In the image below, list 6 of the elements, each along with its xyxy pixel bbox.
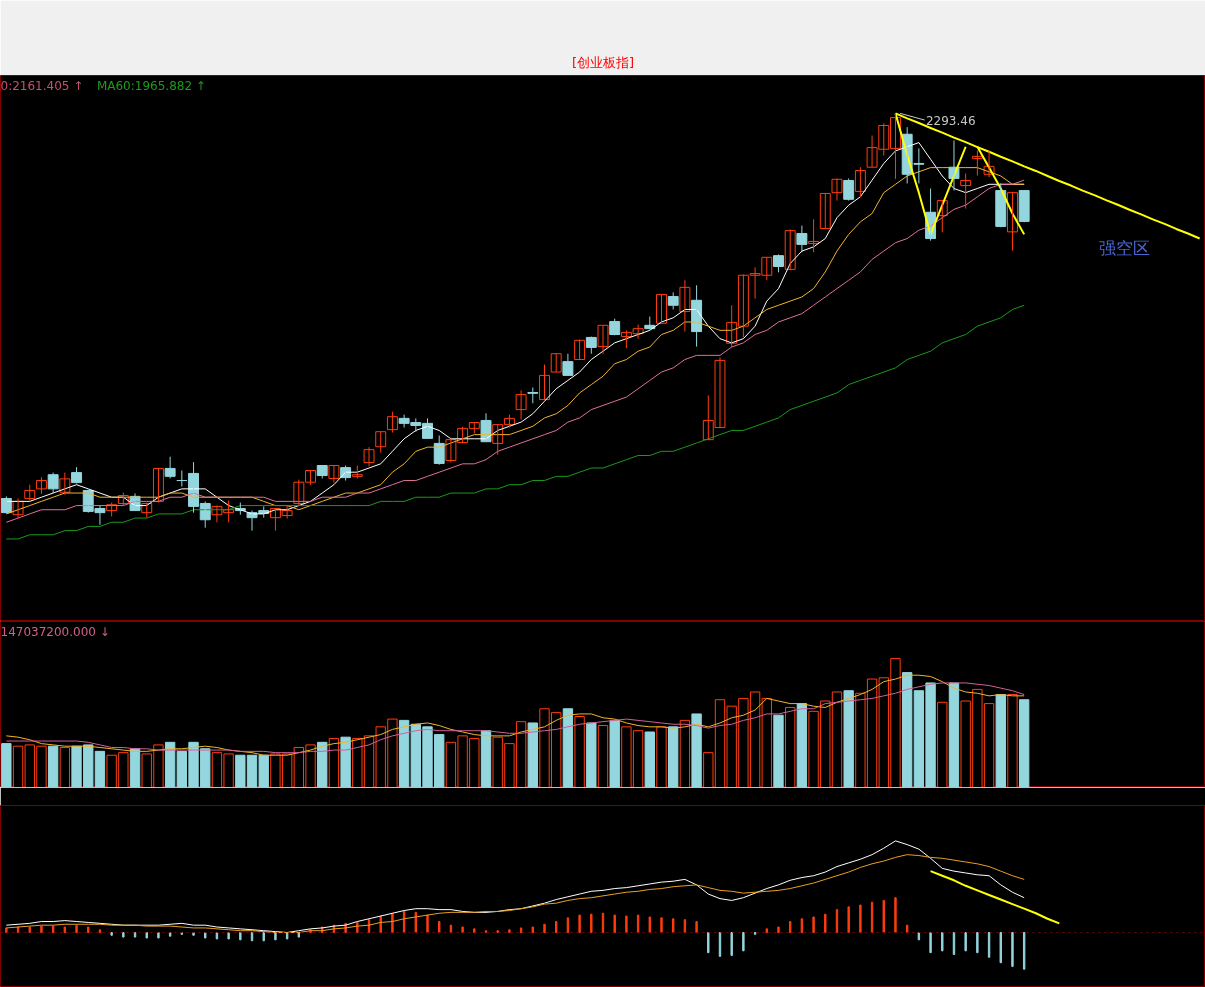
chart-title: [创业板指]	[571, 54, 635, 70]
text: 147037200.000 ↓	[0, 624, 110, 639]
text: 0:2161.405 ↑	[0, 78, 84, 93]
annotation: 强空区	[1099, 238, 1151, 259]
annotation: 2293.46	[925, 114, 976, 129]
text: MA60:1965.882 ↑	[96, 78, 206, 93]
